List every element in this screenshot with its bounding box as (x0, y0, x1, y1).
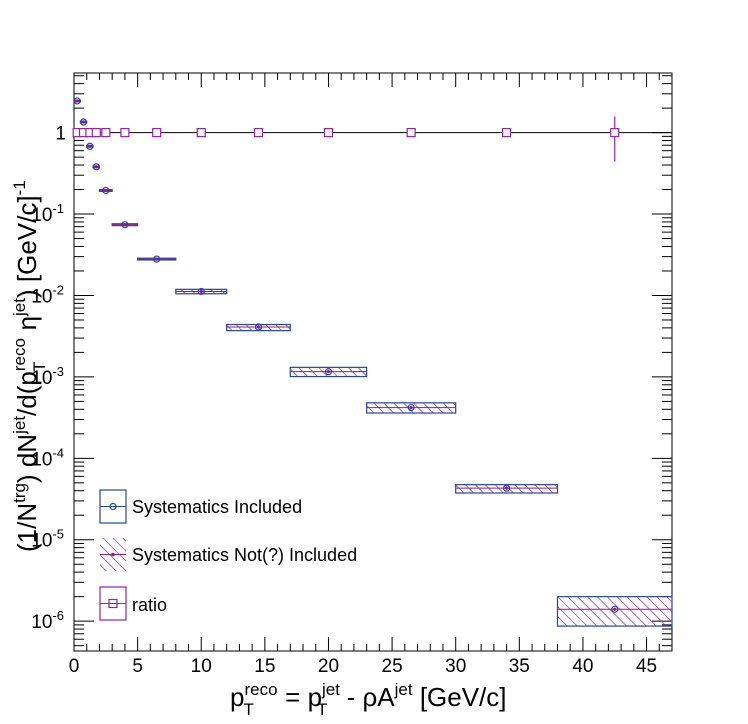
systematics-not-included-point (256, 325, 261, 329)
plot-frame (73, 72, 673, 652)
x-tick-label: 30 (445, 656, 466, 677)
legend-label-systematics-included: Systematics Included (132, 497, 302, 517)
data-marks (72, 97, 673, 627)
systematics-not-included-point (88, 144, 92, 148)
y-tick-label: 1 (55, 124, 66, 145)
legend-label-systematics-not-included: Systematics Not(?) Included (132, 545, 357, 565)
systematics-not-included-point (199, 289, 203, 294)
systematics-not-included-point (155, 257, 159, 261)
legend-entry-systematics-not-included: Systematics Not(?) Included (100, 538, 357, 571)
legend-label-ratio: ratio (132, 595, 167, 615)
y-axis-title: (1/Ntrg) dNjet/d(precoT ηjet) [GeV/c]-1 (10, 180, 49, 552)
systematics-not-included-point (81, 120, 86, 124)
y-tick-label: 10-5 (31, 527, 64, 552)
x-tick-label: 0 (69, 656, 80, 677)
systematics-included-point (324, 368, 333, 376)
x-tick-label: 20 (318, 656, 339, 677)
systematics-not-included-point (123, 223, 127, 227)
ratio-point (610, 128, 620, 138)
x-tick-label: 25 (382, 656, 403, 677)
ratio-point (323, 128, 334, 138)
systematics-included-point (197, 287, 205, 296)
y-tick-label: 10-3 (31, 364, 64, 389)
x-tick-label: 45 (636, 656, 657, 677)
systematics-not-included-point (504, 486, 509, 490)
systematics-not-included-point (75, 99, 79, 103)
systematics-box-outline (556, 596, 673, 627)
x-tick-label: 10 (191, 656, 212, 677)
systematics-included-point (502, 484, 511, 492)
systematics-included-point (79, 118, 88, 126)
axis-ticks (73, 73, 673, 651)
x-tick-label: 35 (509, 656, 530, 677)
systematics-included-point (86, 142, 94, 150)
axis-tick-labels: 0 5 10 15 20 25 30 35 40 45 1 10-1 10-2 10-3 10-4 10-5 1… (31, 124, 657, 677)
ratio-point (120, 128, 130, 138)
systematics-not-included-point (613, 607, 617, 611)
systematics-included-point (611, 605, 619, 613)
systematics-included-point (153, 255, 161, 263)
ratio-point (101, 128, 111, 138)
systematics-not-included-point (326, 370, 331, 374)
systematics-included-point (102, 186, 110, 195)
y-tick-label: 10-2 (31, 282, 64, 307)
ratio-point (152, 128, 162, 138)
systematics-not-included-point (104, 188, 108, 193)
systematics-box-hatched (557, 596, 672, 627)
ratio-point (91, 128, 101, 138)
x-tick-label: 5 (132, 656, 143, 677)
systematics-not-included-point (94, 165, 98, 169)
y-tick-label: 10-6 (31, 608, 64, 633)
legend: Systematics Included Systematics Not(?) … (99, 489, 357, 621)
ratio-point (501, 128, 512, 138)
systematics-not-included-point (409, 405, 413, 410)
ratio-point (406, 128, 416, 138)
ratio-point (196, 128, 206, 138)
ratio-point (253, 128, 264, 138)
legend-entry-ratio: ratio (99, 586, 167, 621)
legend-entry-systematics-included: Systematics Included (99, 489, 302, 524)
systematics-included-point (254, 323, 263, 331)
systematics-included-point (73, 97, 81, 105)
y-tick-label: 10-4 (31, 445, 64, 470)
x-axis-title: preco T = pjet T - ρAjet [GeV/c] (230, 680, 507, 719)
x-tick-label: 15 (254, 656, 275, 677)
y-tick-label: 10-1 (31, 201, 64, 226)
systematics-included-point (121, 221, 129, 229)
systematics-included-point (407, 403, 415, 412)
systematics-included-point (92, 163, 100, 171)
x-tick-label: 40 (572, 656, 593, 677)
